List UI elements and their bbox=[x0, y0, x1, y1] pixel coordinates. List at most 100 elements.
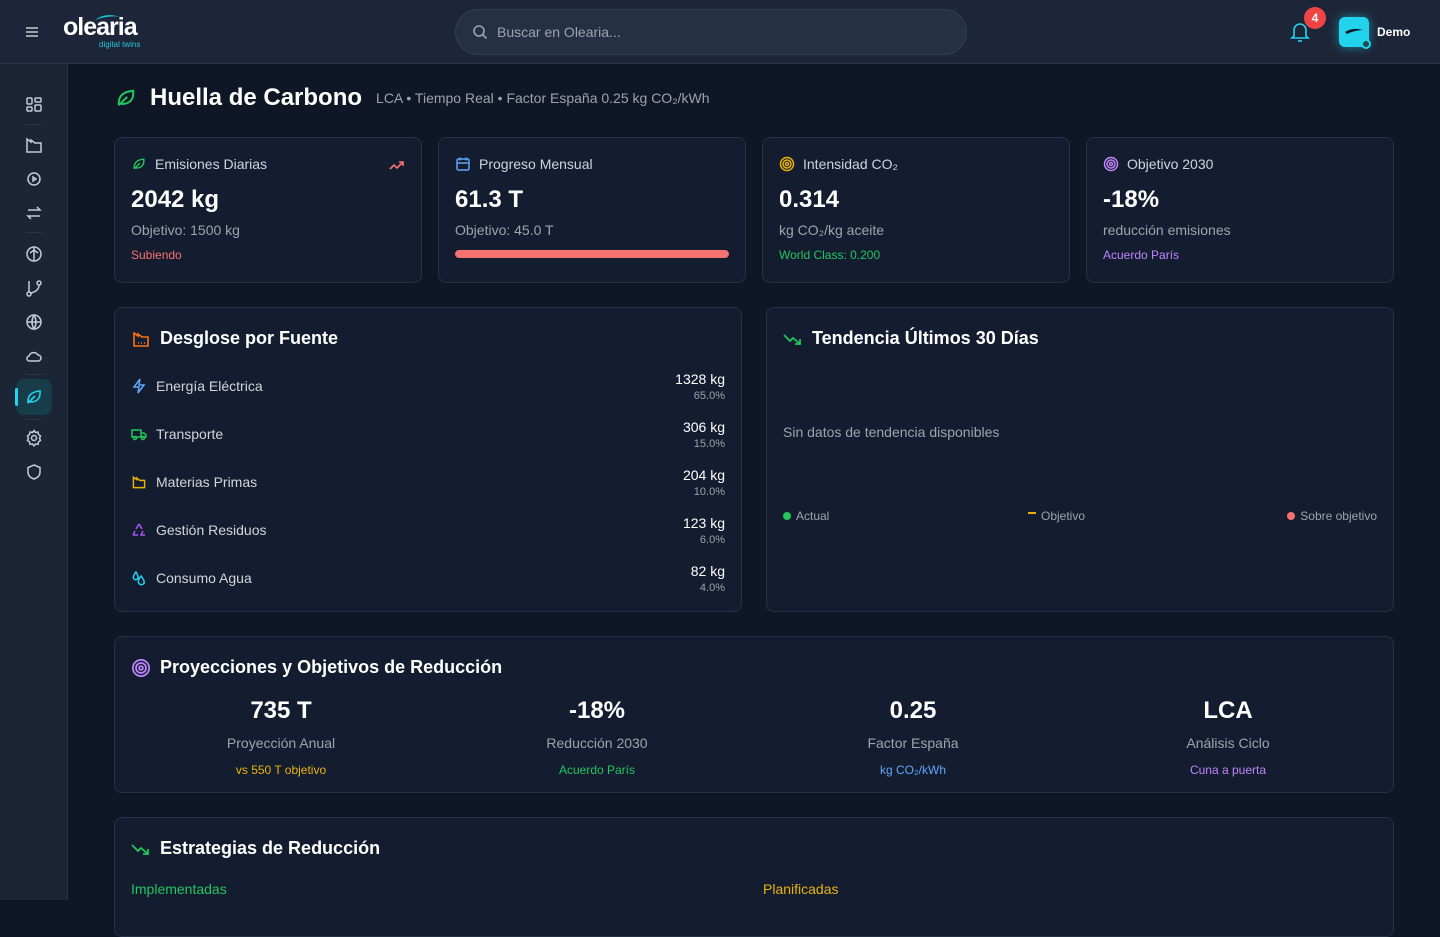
divider bbox=[26, 232, 42, 233]
source-kg: 123 kg bbox=[682, 514, 725, 531]
recycle-icon bbox=[131, 522, 147, 538]
bell-icon[interactable] bbox=[1290, 21, 1310, 43]
target-icon bbox=[779, 156, 795, 172]
legend-over-target: Sobre objetivo bbox=[1287, 509, 1377, 523]
trending-down-icon bbox=[131, 841, 151, 857]
menu-icon[interactable] bbox=[24, 24, 40, 40]
progress-bar bbox=[455, 250, 729, 258]
kpi-sub: Objetivo: 1500 kg bbox=[131, 222, 240, 238]
settings-icon[interactable] bbox=[24, 428, 44, 448]
kpi-label: Objetivo 2030 bbox=[1127, 156, 1214, 172]
projection-label: Factor España bbox=[867, 735, 959, 751]
implemented-heading: Implementadas bbox=[131, 881, 227, 897]
trending-down-icon bbox=[783, 331, 803, 347]
projection-value: 0.25 bbox=[889, 697, 937, 724]
target-icon bbox=[1103, 156, 1119, 172]
projection-2030: -18% Reducción 2030 Acuerdo París bbox=[437, 697, 757, 777]
leaf-icon bbox=[131, 156, 147, 172]
projection-value: -18% bbox=[568, 697, 626, 724]
search-input[interactable] bbox=[497, 24, 937, 40]
search-icon bbox=[472, 24, 488, 40]
top-bar: olearia digital twins 4 Demo bbox=[0, 0, 1440, 64]
projection-note: vs 550 T objetivo bbox=[235, 763, 327, 777]
kpi-value: 61.3 T bbox=[455, 186, 524, 213]
list-item: Energía Eléctrica 1328 kg 65.0% bbox=[131, 362, 725, 410]
cloud-icon[interactable] bbox=[24, 346, 44, 366]
notification-badge: 4 bbox=[1304, 7, 1326, 29]
legend-actual: Actual bbox=[783, 509, 829, 523]
section-title: Proyecciones y Objetivos de Reducción bbox=[160, 657, 503, 677]
git-branch-icon[interactable] bbox=[24, 278, 44, 298]
kpi-sub: reducción emisiones bbox=[1103, 222, 1231, 238]
source-name: Gestión Residuos bbox=[156, 522, 267, 538]
lightning-icon bbox=[131, 378, 147, 394]
kpi-label: Intensidad CO₂ bbox=[803, 156, 898, 172]
kpi-note: World Class: 0.200 bbox=[779, 248, 881, 262]
source-kg: 204 kg bbox=[682, 466, 725, 483]
source-name: Transporte bbox=[156, 426, 224, 442]
kpi-value: -18% bbox=[1103, 186, 1160, 213]
transfer-icon[interactable] bbox=[24, 203, 44, 223]
factory-icon bbox=[131, 329, 151, 349]
truck-icon bbox=[131, 426, 147, 442]
divider bbox=[26, 374, 42, 375]
source-kg: 306 kg bbox=[682, 418, 725, 435]
kpi-label: Progreso Mensual bbox=[479, 156, 593, 172]
empty-state: Sin datos de tendencia disponibles bbox=[783, 424, 1000, 440]
section-title: Tendencia Últimos 30 Días bbox=[812, 328, 1039, 348]
source-pct: 65.0% bbox=[693, 389, 725, 402]
calendar-icon bbox=[455, 156, 471, 172]
droplets-icon bbox=[131, 570, 147, 586]
gear-play-icon[interactable] bbox=[24, 169, 44, 189]
factory-icon[interactable] bbox=[24, 135, 44, 155]
projection-factor: 0.25 Factor España kg CO₂/kWh bbox=[753, 697, 1073, 777]
trending-up-icon bbox=[389, 158, 405, 172]
list-item: Consumo Agua 82 kg 4.0% bbox=[131, 554, 725, 602]
planned-heading: Planificadas bbox=[763, 881, 839, 897]
kpi-note: Acuerdo París bbox=[1103, 248, 1180, 262]
source-name: Energía Eléctrica bbox=[156, 378, 263, 394]
section-title: Desglose por Fuente bbox=[160, 328, 339, 348]
logo[interactable]: olearia digital twins bbox=[63, 13, 141, 49]
kpi-card-daily-emissions: Emisiones Diarias 2042 kg Objetivo: 1500… bbox=[114, 137, 422, 283]
source-name: Consumo Agua bbox=[156, 570, 252, 586]
brain-icon[interactable] bbox=[24, 244, 44, 264]
page-header: Huella de Carbono LCA • Tiempo Real • Fa… bbox=[114, 84, 710, 112]
projection-note: kg CO₂/kWh bbox=[880, 763, 946, 777]
legend-label: Objetivo bbox=[1041, 509, 1086, 523]
projection-label: Proyección Anual bbox=[226, 735, 336, 751]
legend-label: Actual bbox=[796, 509, 830, 523]
projection-annual: 735 T Proyección Anual vs 550 T objetivo bbox=[121, 697, 441, 777]
divider bbox=[26, 124, 42, 125]
projection-note: Acuerdo París bbox=[558, 763, 636, 777]
sidebar bbox=[0, 64, 68, 900]
divider bbox=[26, 419, 42, 420]
source-kg: 82 kg bbox=[690, 562, 725, 579]
projection-value: 735 T bbox=[250, 697, 312, 724]
source-pct: 4.0% bbox=[699, 581, 725, 594]
search-bar[interactable] bbox=[455, 9, 967, 55]
dashboard-icon[interactable] bbox=[24, 95, 44, 115]
list-item: Gestión Residuos 123 kg 6.0% bbox=[131, 506, 725, 554]
shield-icon[interactable] bbox=[24, 462, 44, 482]
trend-panel: Tendencia Últimos 30 Días Sin datos de t… bbox=[766, 307, 1394, 612]
kpi-label: Emisiones Diarias bbox=[155, 156, 268, 172]
kpi-value: 2042 kg bbox=[131, 186, 220, 213]
legend-label: Sobre objetivo bbox=[1300, 509, 1377, 523]
projections-panel: Proyecciones y Objetivos de Reducción 73… bbox=[114, 636, 1394, 793]
breakdown-panel: Desglose por Fuente Energía Eléctrica 132… bbox=[114, 307, 742, 612]
leaf-icon[interactable] bbox=[15, 379, 52, 415]
target-icon bbox=[131, 658, 151, 678]
source-pct: 15.0% bbox=[693, 437, 725, 450]
avatar[interactable] bbox=[1339, 17, 1371, 49]
leaf-icon bbox=[114, 86, 138, 110]
projection-label: Reducción 2030 bbox=[546, 735, 648, 751]
strategies-panel: Estrategias de Reducción Implementadas P… bbox=[114, 817, 1394, 937]
factory-icon bbox=[131, 474, 147, 490]
globe-icon[interactable] bbox=[24, 312, 44, 332]
kpi-sub: kg CO₂/kg aceite bbox=[779, 222, 885, 238]
kpi-card-target-2030: Objetivo 2030 -18% reducción emisiones A… bbox=[1086, 137, 1394, 283]
user-name[interactable]: Demo bbox=[1377, 25, 1411, 39]
list-item: Transporte 306 kg 15.0% bbox=[131, 410, 725, 458]
projection-label: Análisis Ciclo bbox=[1186, 735, 1270, 751]
